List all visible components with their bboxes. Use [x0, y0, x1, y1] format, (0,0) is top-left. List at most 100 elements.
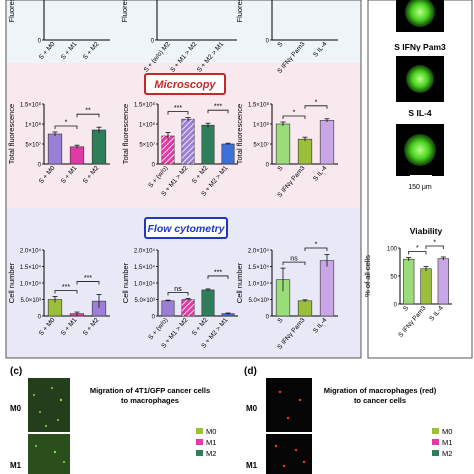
- y-tick-label: 0: [152, 315, 156, 321]
- bar-hatch: [181, 299, 195, 316]
- panel-c-letter: (c): [10, 366, 22, 377]
- microscopy-title: Microscopy: [154, 79, 216, 91]
- y-axis-label: Fluorescence: [235, 0, 244, 23]
- y-tick-label: 1.5×10⁴: [20, 264, 42, 271]
- significance-label: ns: [174, 286, 182, 293]
- y-tick-label: 2.0×10⁴: [20, 248, 42, 255]
- significance-bracket: [54, 290, 78, 294]
- x-tick-label: S: [276, 40, 285, 48]
- x-tick-label: S: [276, 316, 285, 324]
- panel-c-title-1: Migration of 4T1/GFP cancer cells: [90, 386, 210, 395]
- significance-label: ***: [84, 275, 92, 282]
- y-tick-label: 50: [390, 275, 397, 281]
- band-top: [6, 0, 361, 63]
- x-tick-label: S: [276, 164, 285, 172]
- panel-c-image-m1: [28, 434, 70, 474]
- y-axis-label: Cell number: [235, 262, 244, 303]
- panel-c-row-m0: M0: [10, 404, 22, 413]
- panel-c-dots: [33, 387, 65, 463]
- panel-d-title-2: to cancer cells: [354, 396, 406, 405]
- microscopy-title-box: Microscopy: [144, 73, 226, 95]
- spheroid-image-3: [404, 134, 436, 166]
- bar: [297, 138, 313, 165]
- bar: [297, 300, 313, 317]
- panel-d-row-m1: M1: [246, 461, 258, 470]
- significance-bracket: [167, 111, 189, 115]
- y-tick-label: 1×10⁸: [25, 122, 42, 129]
- panel-d-title-1: Migration of macrophages (red): [324, 386, 437, 395]
- chart-title: Viability: [410, 226, 443, 236]
- panel-d-legend-m1: M1: [442, 438, 452, 447]
- significance-label: ***: [214, 269, 222, 276]
- y-tick-label: 5.0×10³: [248, 298, 269, 304]
- y-tick-label: 1.5×10⁴: [248, 264, 270, 271]
- bar: [437, 258, 450, 305]
- y-tick-label: 0: [152, 163, 156, 169]
- y-axis-label: Cell number: [7, 262, 16, 303]
- y-axis-label: Total fluorescence: [7, 104, 16, 164]
- significance-label: *: [433, 240, 436, 247]
- panel-c-legend: M0 M1 M2: [196, 427, 216, 458]
- bar: [221, 143, 235, 165]
- y-tick-label: 0: [151, 39, 155, 45]
- y-axis-label: Fluorescence: [7, 0, 16, 23]
- bar: [161, 300, 175, 317]
- y-axis-label: % of all cells: [363, 255, 372, 297]
- significance-label: *: [315, 99, 318, 106]
- y-tick-label: 5×10⁷: [25, 142, 41, 149]
- significance-label: *: [315, 242, 318, 249]
- significance-bracket: [76, 281, 100, 285]
- significance-bracket: [167, 292, 189, 296]
- panel-c-legend-m0: M0: [206, 427, 216, 436]
- bar: [91, 129, 107, 165]
- significance-bracket: [207, 109, 229, 114]
- y-tick-label: 0: [266, 39, 270, 45]
- y-tick-label: 0: [38, 315, 42, 321]
- panel-d-legend-m0: M0: [442, 427, 452, 436]
- spheroid-image-2: [406, 65, 434, 93]
- bar: [201, 289, 215, 317]
- bar-hatch: [181, 119, 195, 164]
- bar: [201, 124, 215, 165]
- y-tick-label: 5×10⁷: [139, 142, 155, 149]
- significance-bracket: [304, 105, 328, 109]
- panel-d-legend: M0 M1 M2: [432, 427, 452, 458]
- main-frame: [5, 0, 362, 359]
- bar: [275, 123, 291, 165]
- y-axis-label: Cell number: [121, 262, 130, 303]
- significance-bracket: [282, 115, 306, 119]
- side-label-il4: S IL-4: [408, 108, 431, 118]
- y-tick-label: 5×10⁷: [253, 142, 269, 149]
- bar: [319, 120, 335, 165]
- y-tick-label: 5.0×10³: [20, 298, 41, 304]
- flow-title: Flow cytometry: [147, 223, 225, 235]
- significance-label: ***: [214, 104, 222, 111]
- y-tick-label: 0: [266, 163, 270, 169]
- y-tick-label: 2.0×10⁴: [248, 248, 270, 255]
- y-tick-label: 0: [38, 39, 42, 45]
- y-tick-label: 5.0×10³: [134, 298, 155, 304]
- y-axis-label: Total fluorescence: [121, 104, 130, 164]
- significance-label: ***: [62, 284, 70, 291]
- bar: [69, 146, 85, 165]
- panel-c-legend-m1: M1: [206, 438, 216, 447]
- side-label-ifn: S IFNγ Pam3: [394, 42, 446, 52]
- y-axis-label: Total fluorescence: [235, 104, 244, 164]
- significance-label: *: [293, 110, 296, 117]
- y-tick-label: 1.5×10⁸: [134, 102, 156, 109]
- significance-label: ***: [174, 105, 182, 112]
- y-tick-label: 1.0×10⁴: [248, 281, 270, 288]
- significance-bracket: [76, 113, 100, 118]
- significance-bracket: [408, 251, 427, 255]
- bar: [420, 268, 432, 305]
- scale-bar-label: 150 μm: [408, 184, 432, 191]
- y-tick-label: 1.0×10⁴: [134, 281, 156, 288]
- panel-d-row-m0: M0: [246, 404, 258, 413]
- panel-d-dots: [274, 390, 306, 468]
- y-tick-label: 1×10⁸: [253, 122, 270, 129]
- panel-c-title-2: to macrophages: [121, 396, 179, 405]
- bar: [319, 260, 335, 317]
- significance-label: **: [85, 108, 91, 115]
- bar-hatch: [161, 136, 175, 164]
